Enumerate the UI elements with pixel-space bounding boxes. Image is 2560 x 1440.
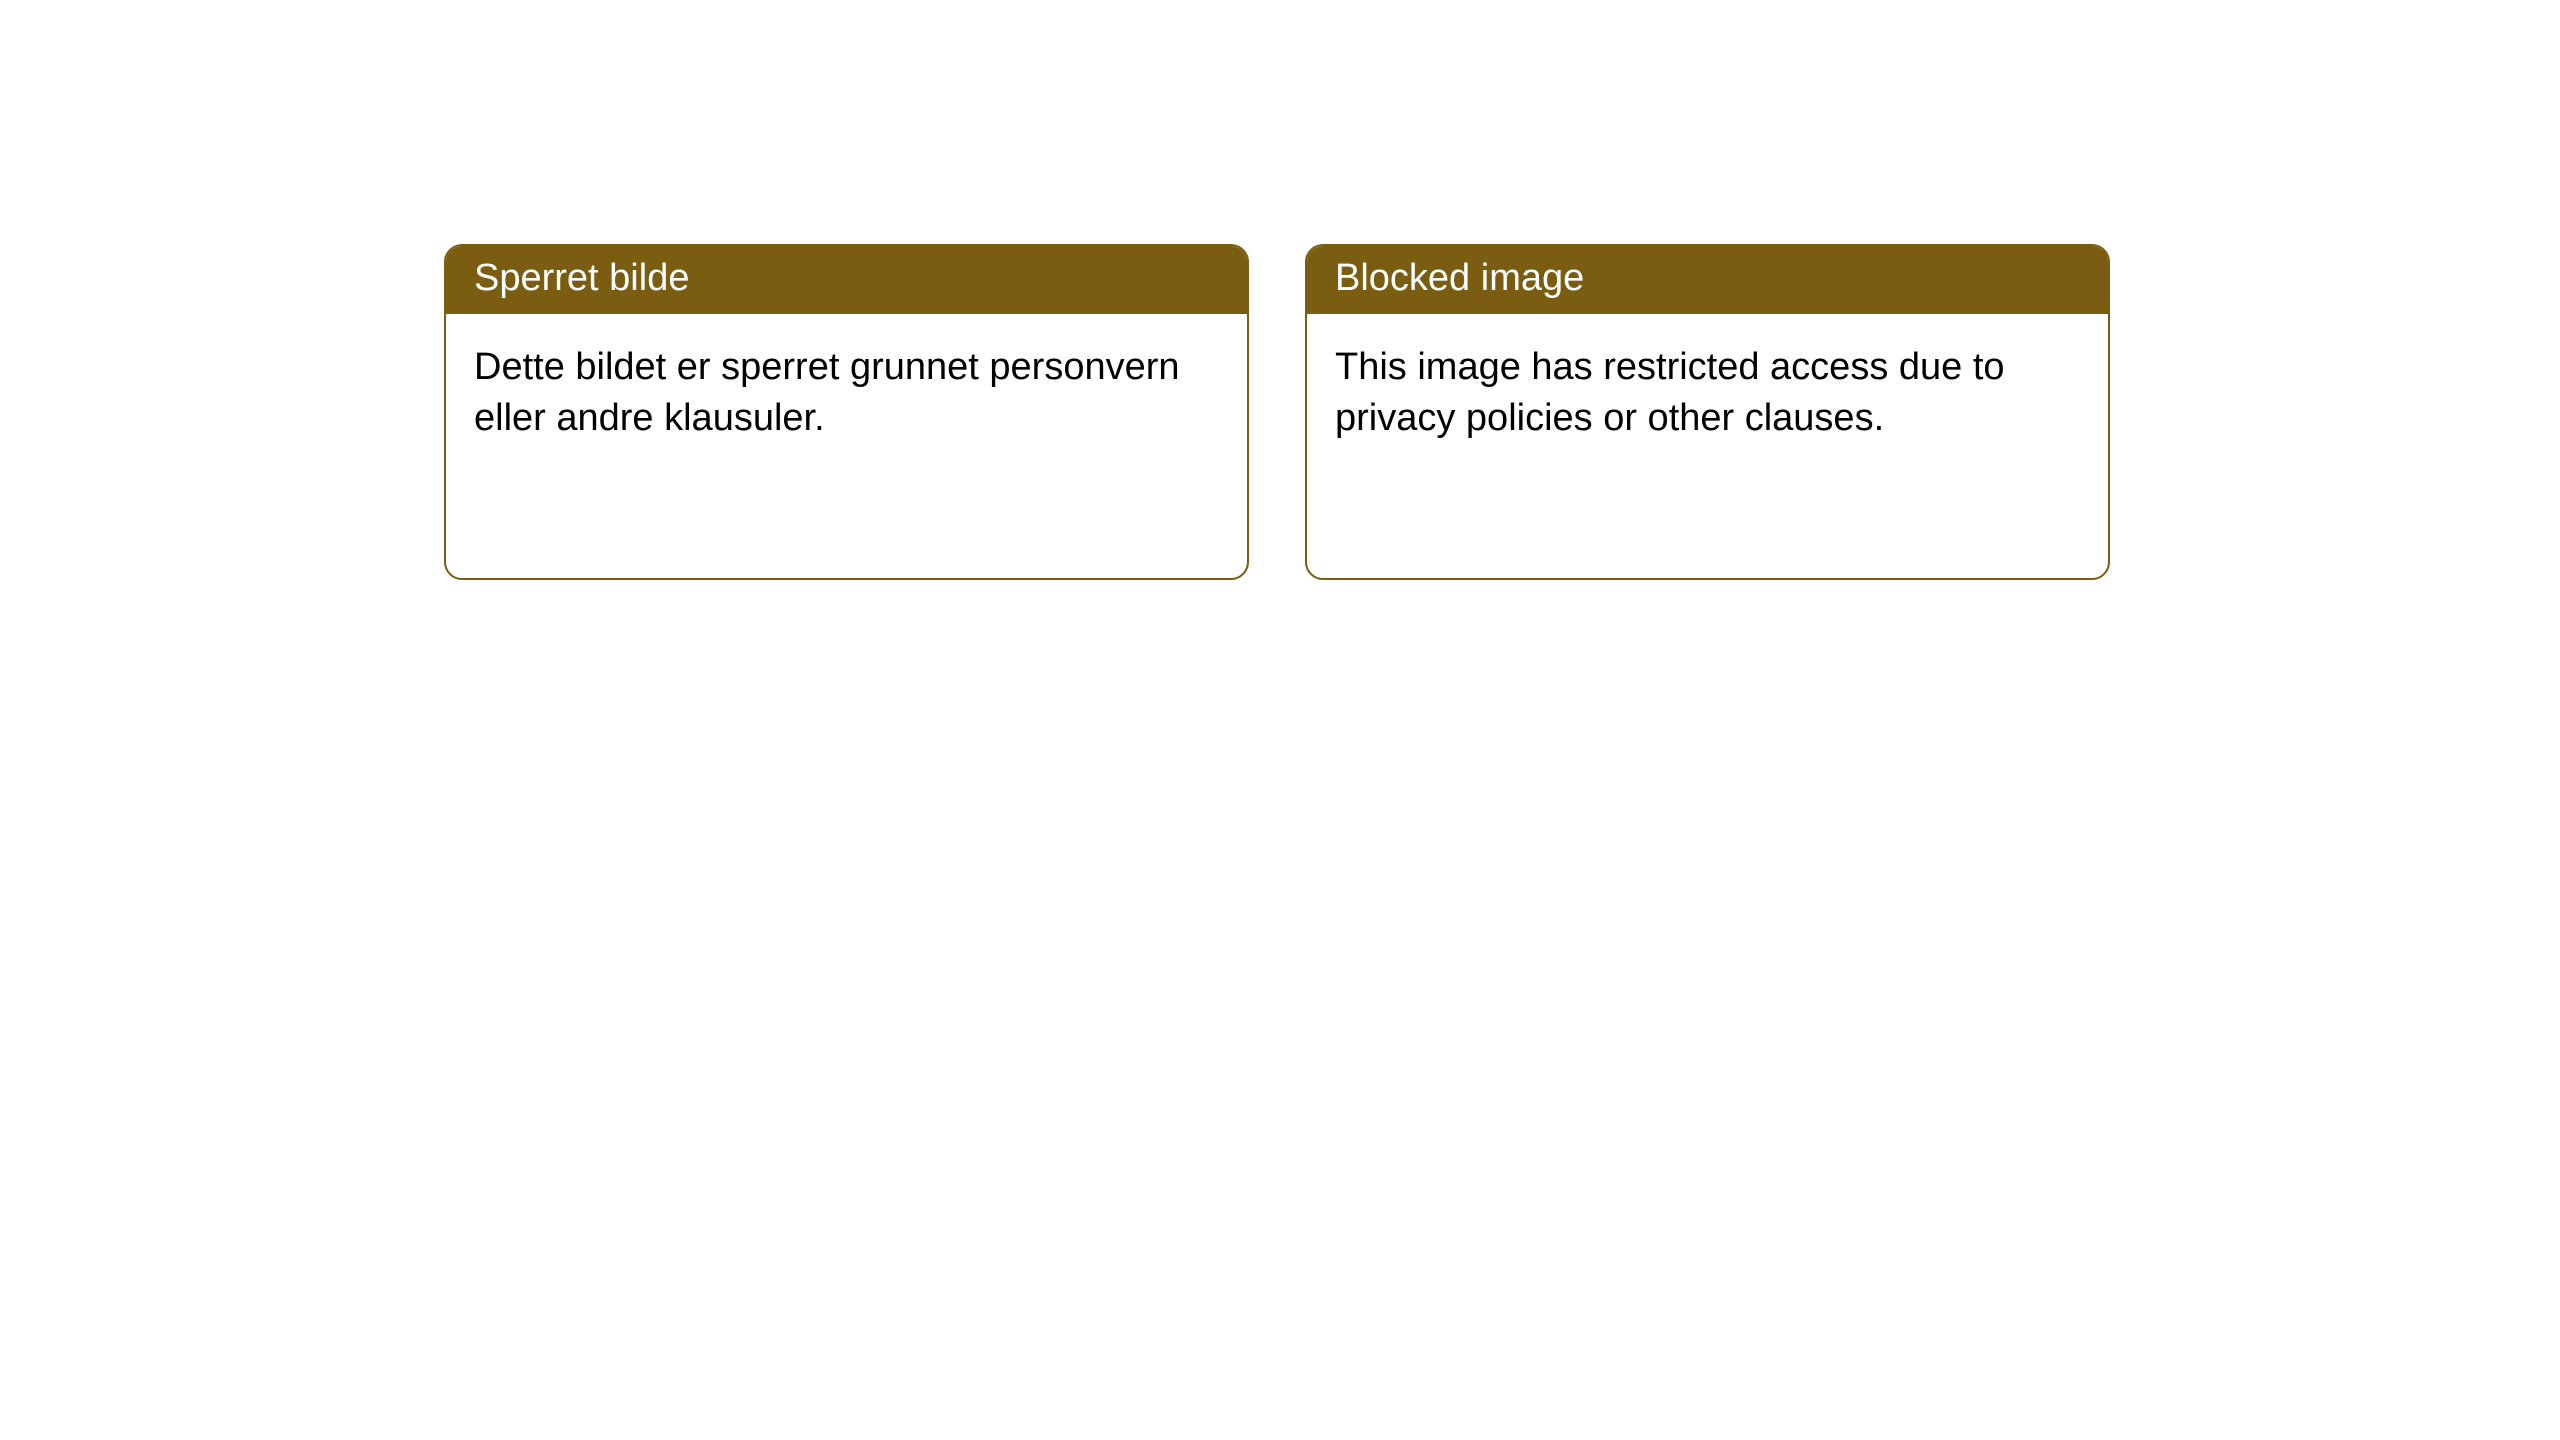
card-body: This image has restricted access due to … <box>1307 314 2108 472</box>
card-title: Sperret bilde <box>446 246 1247 314</box>
notice-card-english: Blocked image This image has restricted … <box>1305 244 2110 580</box>
card-title: Blocked image <box>1307 246 2108 314</box>
notice-card-norwegian: Sperret bilde Dette bildet er sperret gr… <box>444 244 1249 580</box>
card-body: Dette bildet er sperret grunnet personve… <box>446 314 1247 472</box>
notice-cards-container: Sperret bilde Dette bildet er sperret gr… <box>444 244 2110 580</box>
